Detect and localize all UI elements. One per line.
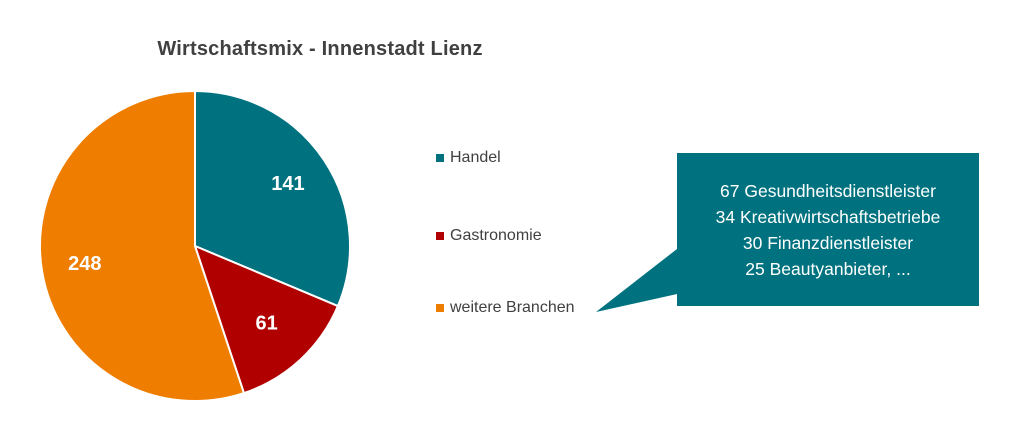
legend-swatch xyxy=(436,232,444,240)
data-label: 248 xyxy=(68,253,101,275)
data-label: 141 xyxy=(271,173,304,195)
legend-label: weitere Branchen xyxy=(450,299,575,316)
legend-item-gastronomie: Gastronomie xyxy=(436,227,542,245)
legend-label: Gastronomie xyxy=(450,227,542,244)
legend-label: Handel xyxy=(450,149,501,166)
callout-line: 67 Gesundheitsdienstleister xyxy=(720,180,936,201)
callout-line: 34 Kreativwirtschaftsbetriebe xyxy=(715,206,941,227)
pie-slice-handel xyxy=(194,90,351,308)
legend-item-handel: Handel xyxy=(436,149,501,167)
data-label: 61 xyxy=(255,312,277,334)
pie-slice-weitere-branchen xyxy=(39,90,245,402)
pie-slice-gastronomie xyxy=(194,245,339,395)
legend-item-weitere-branchen: weitere Branchen xyxy=(436,299,575,317)
callout-line: 25 Beautyanbieter, ... xyxy=(745,258,911,279)
callout-box: 67 Gesundheitsdienstleister 34 Kreativwi… xyxy=(677,153,979,306)
legend-swatch xyxy=(436,304,444,312)
callout-line: 30 Finanzdienstleister xyxy=(742,232,914,253)
chart-title: Wirtschaftsmix - Innenstadt Lienz xyxy=(157,38,483,60)
legend-swatch xyxy=(436,154,444,162)
